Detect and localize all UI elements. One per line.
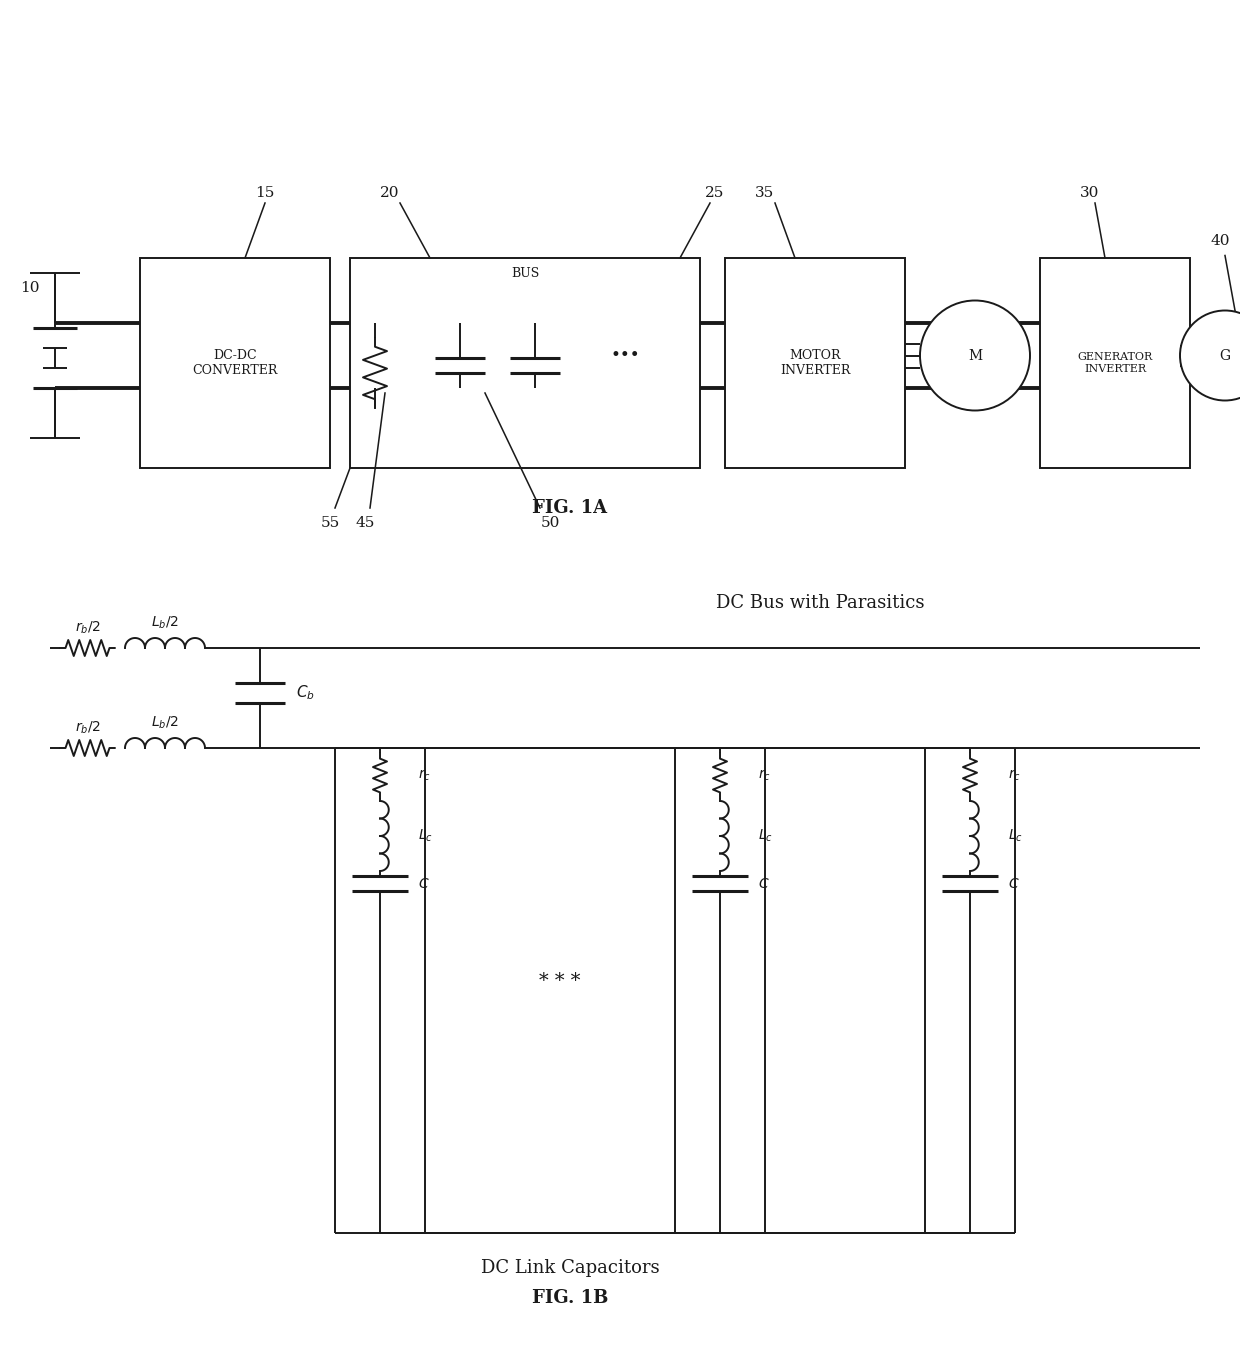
Text: MOTOR
INVERTER: MOTOR INVERTER [780,349,851,377]
Bar [350,258,701,468]
Text: $C_b$: $C_b$ [295,683,315,702]
Text: $r_c$: $r_c$ [1008,767,1021,783]
Text: 50: 50 [541,515,559,530]
Text: $r_b/2$: $r_b/2$ [74,720,100,736]
Text: 45: 45 [356,515,374,530]
Text: 40: 40 [1210,234,1230,248]
Circle shape [1180,310,1240,400]
Text: $L_b/2$: $L_b/2$ [151,614,179,632]
Text: GENERATOR
INVERTER: GENERATOR INVERTER [1078,352,1153,373]
Text: $L_c$: $L_c$ [418,828,433,844]
Text: * * *: * * * [539,971,580,989]
Text: 20: 20 [381,185,399,200]
Text: 35: 35 [755,185,775,200]
Text: $C$: $C$ [418,877,429,890]
Text: 10: 10 [20,281,40,295]
Text: DC Bus with Parasitics: DC Bus with Parasitics [715,594,924,612]
Text: $C$: $C$ [758,877,770,890]
Text: $L_b/2$: $L_b/2$ [151,714,179,731]
Circle shape [920,300,1030,410]
Text: FIG. 1A: FIG. 1A [532,499,608,517]
Text: 15: 15 [255,185,275,200]
Text: •••: ••• [610,346,640,364]
Text: $L_c$: $L_c$ [1008,828,1023,844]
Text: FIG. 1B: FIG. 1B [532,1289,608,1307]
Bar [140,258,330,468]
Text: $L_c$: $L_c$ [758,828,773,844]
Text: 30: 30 [1080,185,1100,200]
Text: $r_c$: $r_c$ [758,767,771,783]
Bar [1040,258,1190,468]
Text: G: G [1219,349,1230,363]
Text: $r_b/2$: $r_b/2$ [74,620,100,636]
Text: BUS: BUS [511,267,539,280]
Text: DC-DC
CONVERTER: DC-DC CONVERTER [192,349,278,377]
Text: $r_c$: $r_c$ [418,767,432,783]
Text: 25: 25 [706,185,724,200]
Text: M: M [968,349,982,363]
Text: 55: 55 [320,515,340,530]
Text: DC Link Capacitors: DC Link Capacitors [481,1260,660,1277]
Bar [725,258,905,468]
Text: $C$: $C$ [1008,877,1019,890]
